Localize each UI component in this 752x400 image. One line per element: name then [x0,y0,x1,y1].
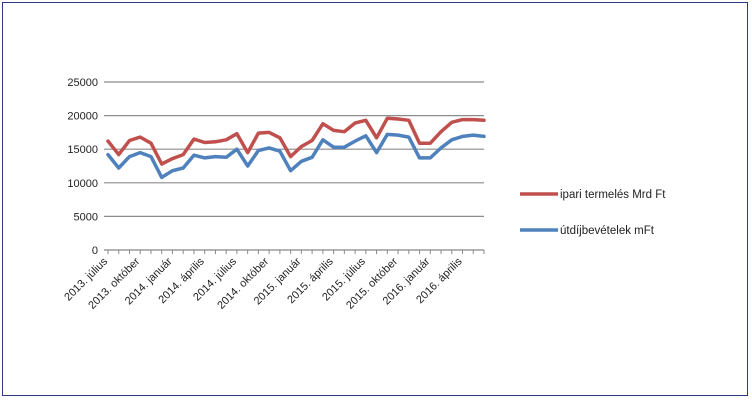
chart-frame [2,2,748,396]
gridlines [104,81,484,251]
legend-label-toll: útdíjbevételek mFt [560,225,655,237]
x-axis [107,250,485,254]
y-tick-label: 20000 [67,111,98,123]
series-line-industrial [106,116,486,166]
y-tick-label: 5000 [74,211,98,223]
y-tick-label: 0 [92,245,98,257]
y-tick-label: 25000 [67,77,98,89]
y-axis-ticks: 0 5000 10000 15000 20000 25000 [67,77,98,257]
series-lines [106,116,486,180]
legend-item-toll: útdíjbevételek mFt [520,225,655,237]
legend: ipari termelés Mrd Ft útdíjbevételek mFt [520,189,666,237]
y-tick-label: 15000 [67,144,98,156]
series-line-toll [106,132,486,180]
y-tick-label: 10000 [67,178,98,190]
legend-item-industrial: ipari termelés Mrd Ft [520,189,666,201]
legend-label-industrial: ipari termelés Mrd Ft [560,189,666,201]
